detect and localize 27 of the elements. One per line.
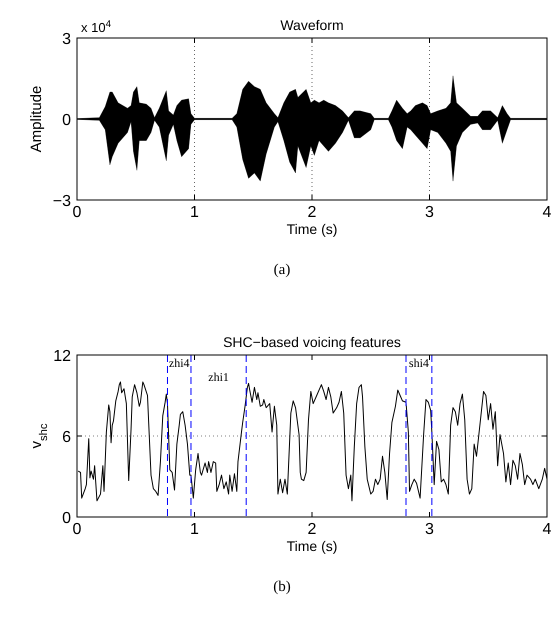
x-tick-label: 4	[542, 204, 552, 221]
x-tick-label: 4	[542, 521, 552, 538]
y-tick-label: 3	[62, 31, 72, 48]
x-tick-label: 1	[190, 521, 200, 538]
ref-line-label: shi4	[408, 356, 429, 370]
chart-title: Waveform	[280, 17, 344, 33]
x-axis-title: Time (s)	[286, 538, 338, 554]
ref-line-label: zhi1	[208, 370, 229, 384]
chart-title: SHC−based voicing features	[223, 334, 401, 350]
x-tick-label: 1	[190, 204, 200, 221]
text: x 10$^{4}$	[81, 18, 112, 35]
x-tick-label: 3	[425, 204, 434, 221]
y-tick-label: 0	[62, 112, 72, 129]
x-axis-title: Time (s)	[286, 221, 338, 237]
text: (b)	[273, 579, 291, 595]
y-tick-label: 12	[53, 348, 72, 365]
y-tick-label: 6	[62, 429, 72, 446]
y-tick-label: 0	[62, 510, 72, 527]
x-tick-label: 0	[72, 204, 82, 221]
text: (a)	[274, 262, 290, 278]
x-tick-label: 2	[308, 521, 317, 538]
x-tick-label: 2	[308, 204, 317, 221]
y-axis-title: Amplitude	[28, 86, 45, 152]
y-tick-label: −3	[52, 193, 72, 210]
x-tick-label: 3	[425, 521, 434, 538]
ref-line-label: zhi4	[168, 356, 190, 370]
x-tick-label: 0	[72, 521, 82, 538]
